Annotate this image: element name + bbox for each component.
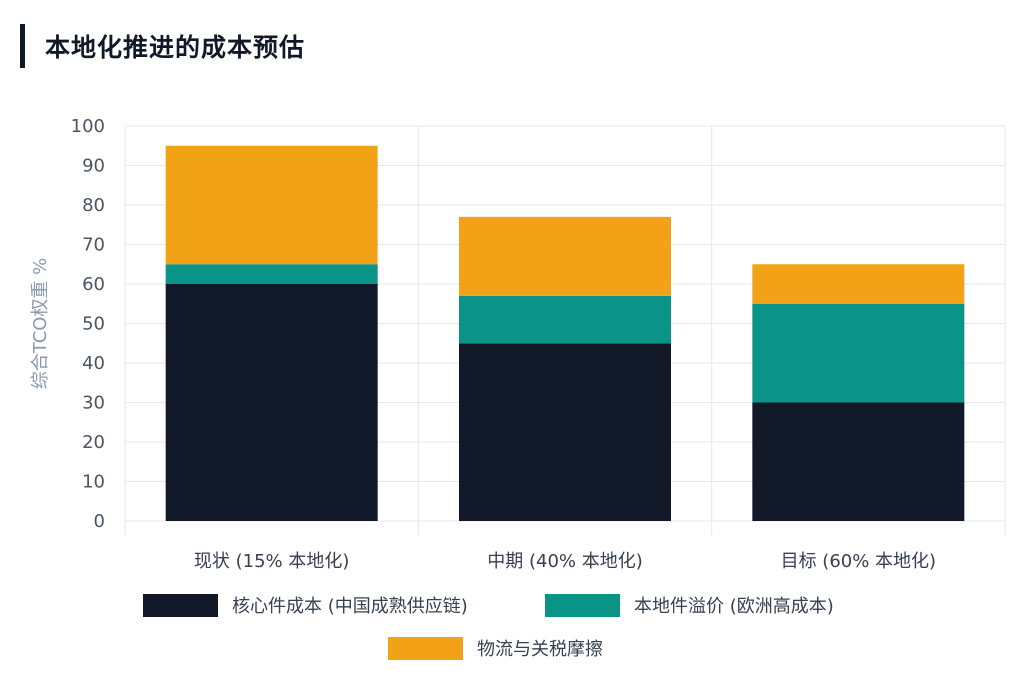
bar-segment — [752, 303, 965, 403]
y-tick-label: 60 — [82, 274, 105, 295]
bar-segment — [459, 295, 671, 344]
bar-segment — [752, 402, 965, 521]
title-accent-bar — [20, 24, 25, 68]
legend-swatch — [143, 594, 218, 617]
y-tick-label: 40 — [82, 353, 105, 374]
legend-swatch — [545, 594, 620, 617]
y-tick-label: 70 — [82, 235, 105, 256]
legend-label: 物流与关税摩擦 — [477, 639, 603, 660]
legend-label: 本地件溢价 (欧洲高成本) — [634, 596, 834, 617]
legend-swatch — [388, 637, 463, 660]
y-axis-label: 综合TCO权重 % — [30, 258, 51, 390]
bar-segment — [459, 216, 671, 296]
bar-segment — [165, 284, 378, 521]
y-tick-label: 100 — [71, 116, 105, 137]
y-tick-label: 50 — [82, 314, 105, 335]
bar-segment — [752, 264, 965, 304]
y-tick-label: 90 — [82, 156, 105, 177]
y-tick-label: 20 — [82, 432, 105, 453]
bar-segment — [459, 343, 671, 521]
bar-segment — [165, 264, 378, 284]
x-tick-label: 现状 (15% 本地化) — [194, 551, 350, 572]
x-tick-label: 中期 (40% 本地化) — [487, 551, 643, 572]
y-tick-label: 80 — [82, 195, 105, 216]
bar-segment — [165, 145, 378, 265]
y-tick-label: 10 — [82, 472, 105, 493]
y-tick-label: 30 — [82, 393, 105, 414]
y-tick-label: 0 — [94, 511, 105, 532]
title-block: 本地化推进的成本预估 — [20, 24, 305, 68]
page-title: 本地化推进的成本预估 — [45, 33, 306, 62]
x-tick-label: 目标 (60% 本地化) — [781, 551, 937, 572]
legend-label: 核心件成本 (中国成熟供应链) — [232, 596, 468, 617]
